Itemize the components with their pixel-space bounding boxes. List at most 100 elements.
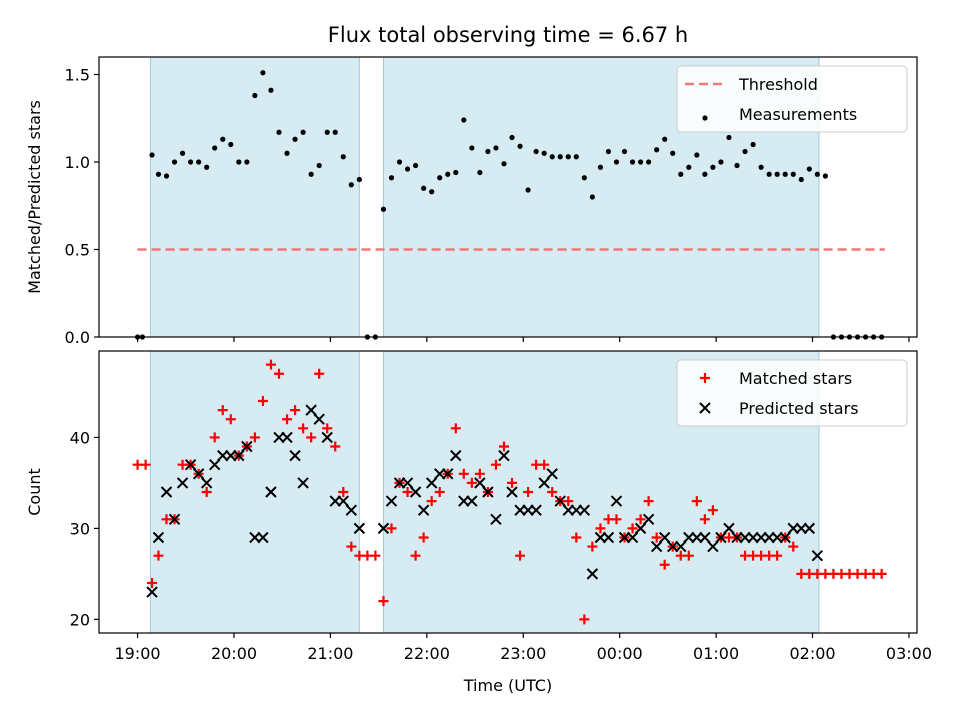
predicted-star-point	[546, 468, 558, 480]
measurement-point	[605, 148, 612, 155]
predicted-star-point	[530, 504, 542, 516]
predicted-star-point	[337, 495, 349, 507]
matched-star-point	[147, 577, 158, 588]
measurement-point	[774, 171, 780, 177]
measurement-point	[702, 171, 708, 177]
matched-star-point	[699, 514, 710, 525]
y-tick-label: 0.0	[65, 328, 90, 347]
measurement-point	[340, 154, 346, 160]
measurement-point	[678, 171, 684, 177]
measurement-point	[292, 136, 298, 142]
predicted-star-point	[417, 504, 430, 516]
predicted-star-point	[265, 486, 277, 498]
matched-star-point	[876, 568, 887, 579]
matched-star-point	[410, 550, 421, 561]
measurement-point	[822, 173, 828, 179]
measurement-point	[557, 154, 563, 160]
chart-title: Flux total observing time = 6.67 h	[328, 23, 688, 47]
measurement-point	[694, 152, 700, 158]
measurement-point	[163, 173, 170, 179]
matched-star-point	[402, 487, 413, 497]
measurement-point	[155, 171, 162, 177]
predicted-star-point	[554, 495, 566, 507]
matched-star-point	[563, 496, 574, 507]
x-tick-label: 00:00	[597, 644, 643, 663]
predicted-star-point	[642, 513, 655, 525]
measurement-point	[404, 166, 411, 172]
matched-star-point	[627, 523, 638, 534]
matched-star-point	[418, 532, 429, 543]
legend-predicted-swatch	[699, 402, 711, 414]
measurement-point	[814, 171, 820, 177]
series-matched-stars	[132, 359, 887, 625]
measurement-point	[806, 166, 812, 172]
predicted-star-point	[353, 522, 366, 535]
predicted-star-point	[176, 477, 189, 489]
predicted-star-point	[409, 486, 422, 498]
matched-star-point	[225, 414, 236, 425]
predicted-star-point	[184, 459, 197, 471]
matched-star-point	[201, 487, 212, 497]
legend-label: Predicted stars	[739, 399, 859, 418]
measurement-point	[429, 189, 435, 195]
matched-star-point	[515, 550, 526, 561]
matched-star-point	[338, 487, 349, 497]
predicted-star-point	[626, 531, 639, 544]
measurement-point	[485, 148, 491, 155]
measurement-point	[493, 145, 499, 151]
predicted-star-point	[707, 540, 719, 553]
predicted-star-point	[634, 522, 647, 535]
measurement-point	[204, 164, 210, 170]
measurement-point	[589, 194, 595, 200]
predicted-star-point	[345, 504, 358, 516]
predicted-star-point	[305, 404, 317, 416]
measurement-point	[573, 154, 579, 160]
measurement-point	[742, 148, 748, 155]
measurement-point	[179, 150, 186, 156]
measurement-point	[324, 129, 330, 135]
measurement-point	[412, 162, 419, 169]
matched-star-point	[523, 487, 534, 497]
panel-top: 0.0 0.5 1.0 1.5 Matched/Predicted stars Thres…	[25, 56, 918, 347]
matched-star-point	[386, 523, 397, 534]
predicted-star-point	[321, 431, 333, 444]
measurement-point	[244, 159, 250, 165]
measurement-point	[252, 92, 258, 99]
predicted-star-point	[168, 513, 181, 525]
matched-star-point	[466, 477, 477, 488]
matched-star-point	[498, 441, 509, 452]
matched-star-point	[587, 541, 598, 552]
measurement-point	[149, 152, 155, 158]
matched-star-point	[265, 359, 276, 370]
measurement-point	[469, 145, 475, 151]
y-tick-label: 0.5	[65, 241, 90, 260]
predicted-star-point	[241, 440, 253, 453]
predicted-star-point	[506, 486, 518, 498]
predicted-star-point	[192, 468, 205, 480]
predicted-star-point	[160, 486, 173, 498]
legend: Matched stars Predicted stars	[676, 359, 908, 427]
measurement-point	[621, 148, 628, 155]
predicted-star-point	[578, 504, 591, 516]
measurement-point	[380, 206, 387, 212]
measurement-point	[541, 150, 547, 156]
predicted-star-point	[490, 513, 502, 525]
matched-star-point	[330, 441, 341, 452]
measurement-point	[196, 159, 202, 165]
measurement-point	[260, 70, 266, 76]
measurement-point	[453, 169, 459, 176]
y-axis-label: Matched/Predicted stars	[25, 100, 44, 294]
predicted-star-point	[281, 431, 293, 444]
legend: Threshold Measurements	[676, 65, 908, 133]
measurement-point	[750, 141, 756, 148]
x-tick-label: 21:00	[307, 644, 353, 663]
matched-star-point	[458, 468, 469, 479]
predicted-star-point	[152, 531, 165, 544]
predicted-star-point	[146, 586, 158, 598]
matched-star-point	[651, 532, 662, 543]
measurement-point	[437, 175, 443, 181]
matched-star-point	[322, 423, 333, 434]
predicted-star-point	[401, 477, 414, 489]
